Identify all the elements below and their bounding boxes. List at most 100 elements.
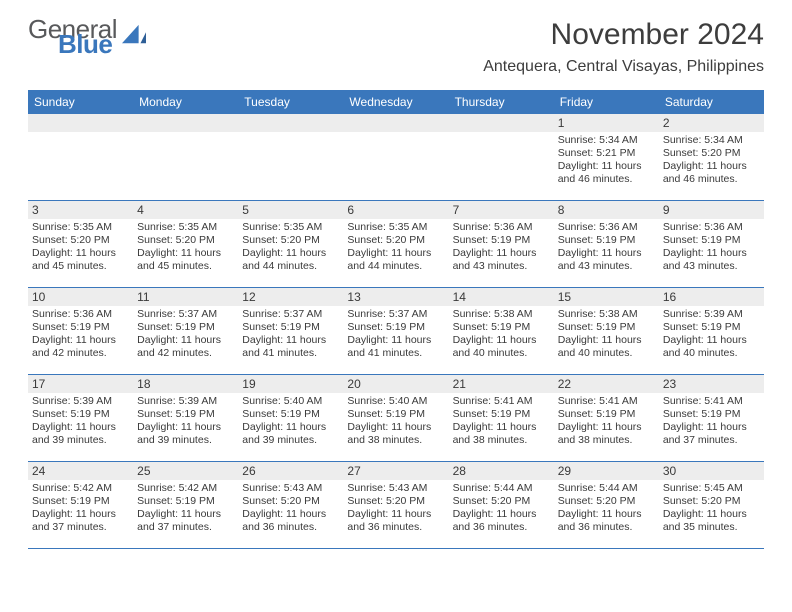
daylight-line-1: Daylight: 11 hours [347,421,444,434]
daylight-line-1: Daylight: 11 hours [32,334,129,347]
date-number: 17 [28,375,133,393]
date-number [28,114,133,132]
calendar-cell: 28Sunrise: 5:44 AMSunset: 5:20 PMDayligh… [449,462,554,548]
date-number: 7 [449,201,554,219]
sunrise-line: Sunrise: 5:35 AM [347,221,444,234]
daylight-line-2: and 36 minutes. [558,521,655,534]
weeks-container: 1Sunrise: 5:34 AMSunset: 5:21 PMDaylight… [28,114,764,549]
calendar-cell: 7Sunrise: 5:36 AMSunset: 5:19 PMDaylight… [449,201,554,287]
date-number: 9 [659,201,764,219]
date-number: 26 [238,462,343,480]
day-details: Sunrise: 5:35 AMSunset: 5:20 PMDaylight:… [343,219,448,278]
day-details: Sunrise: 5:36 AMSunset: 5:19 PMDaylight:… [449,219,554,278]
calendar-week: 24Sunrise: 5:42 AMSunset: 5:19 PMDayligh… [28,462,764,549]
daylight-line-1: Daylight: 11 hours [242,421,339,434]
calendar-cell: 1Sunrise: 5:34 AMSunset: 5:21 PMDaylight… [554,114,659,200]
day-details: Sunrise: 5:36 AMSunset: 5:19 PMDaylight:… [659,219,764,278]
sunrise-line: Sunrise: 5:36 AM [453,221,550,234]
calendar-cell: 26Sunrise: 5:43 AMSunset: 5:20 PMDayligh… [238,462,343,548]
calendar-cell: 21Sunrise: 5:41 AMSunset: 5:19 PMDayligh… [449,375,554,461]
daylight-line-1: Daylight: 11 hours [663,247,760,260]
calendar-cell-blank [28,114,133,200]
day-of-week-header: Saturday [659,90,764,114]
calendar-cell-blank [238,114,343,200]
daylight-line-1: Daylight: 11 hours [663,508,760,521]
brand-word-blue: Blue [58,33,117,56]
date-number: 30 [659,462,764,480]
calendar-week: 3Sunrise: 5:35 AMSunset: 5:20 PMDaylight… [28,201,764,288]
calendar-cell: 6Sunrise: 5:35 AMSunset: 5:20 PMDaylight… [343,201,448,287]
daylight-line-2: and 36 minutes. [453,521,550,534]
sunset-line: Sunset: 5:19 PM [347,321,444,334]
calendar-cell: 2Sunrise: 5:34 AMSunset: 5:20 PMDaylight… [659,114,764,200]
calendar-cell: 23Sunrise: 5:41 AMSunset: 5:19 PMDayligh… [659,375,764,461]
sunrise-line: Sunrise: 5:35 AM [137,221,234,234]
daylight-line-2: and 43 minutes. [453,260,550,273]
daylight-line-2: and 40 minutes. [558,347,655,360]
day-details: Sunrise: 5:40 AMSunset: 5:19 PMDaylight:… [238,393,343,452]
date-number [133,114,238,132]
date-number: 19 [238,375,343,393]
calendar-cell: 19Sunrise: 5:40 AMSunset: 5:19 PMDayligh… [238,375,343,461]
page-header: General Blue November 2024 Antequera, Ce… [28,18,764,76]
title-block: November 2024 Antequera, Central Visayas… [483,18,764,76]
day-details: Sunrise: 5:35 AMSunset: 5:20 PMDaylight:… [28,219,133,278]
daylight-line-1: Daylight: 11 hours [137,508,234,521]
date-number: 2 [659,114,764,132]
daylight-line-2: and 45 minutes. [137,260,234,273]
day-details: Sunrise: 5:37 AMSunset: 5:19 PMDaylight:… [238,306,343,365]
daylight-line-2: and 39 minutes. [242,434,339,447]
sunrise-line: Sunrise: 5:41 AM [558,395,655,408]
sunset-line: Sunset: 5:20 PM [347,495,444,508]
daylight-line-2: and 35 minutes. [663,521,760,534]
sunset-line: Sunset: 5:20 PM [663,495,760,508]
date-number: 21 [449,375,554,393]
day-details: Sunrise: 5:34 AMSunset: 5:21 PMDaylight:… [554,132,659,191]
calendar-cell: 16Sunrise: 5:39 AMSunset: 5:19 PMDayligh… [659,288,764,374]
sunset-line: Sunset: 5:19 PM [663,321,760,334]
calendar-cell: 27Sunrise: 5:43 AMSunset: 5:20 PMDayligh… [343,462,448,548]
daylight-line-1: Daylight: 11 hours [347,508,444,521]
daylight-line-1: Daylight: 11 hours [663,421,760,434]
sunset-line: Sunset: 5:19 PM [137,321,234,334]
daylight-line-2: and 37 minutes. [663,434,760,447]
day-of-week-header: Tuesday [238,90,343,114]
sunrise-line: Sunrise: 5:39 AM [32,395,129,408]
sunrise-line: Sunrise: 5:38 AM [453,308,550,321]
daylight-line-2: and 38 minutes. [558,434,655,447]
date-number: 23 [659,375,764,393]
daylight-line-2: and 40 minutes. [453,347,550,360]
daylight-line-2: and 37 minutes. [32,521,129,534]
daylight-line-1: Daylight: 11 hours [32,247,129,260]
date-number: 5 [238,201,343,219]
sunset-line: Sunset: 5:19 PM [347,408,444,421]
daylight-line-1: Daylight: 11 hours [242,247,339,260]
day-details: Sunrise: 5:40 AMSunset: 5:19 PMDaylight:… [343,393,448,452]
date-number: 16 [659,288,764,306]
day-details: Sunrise: 5:41 AMSunset: 5:19 PMDaylight:… [659,393,764,452]
date-number: 28 [449,462,554,480]
daylight-line-1: Daylight: 11 hours [137,421,234,434]
day-details: Sunrise: 5:44 AMSunset: 5:20 PMDaylight:… [449,480,554,539]
sunrise-line: Sunrise: 5:38 AM [558,308,655,321]
daylight-line-1: Daylight: 11 hours [558,508,655,521]
day-of-week-header: Monday [133,90,238,114]
date-number [238,114,343,132]
sunrise-line: Sunrise: 5:44 AM [558,482,655,495]
sunrise-line: Sunrise: 5:36 AM [32,308,129,321]
sunrise-line: Sunrise: 5:43 AM [242,482,339,495]
sunset-line: Sunset: 5:20 PM [137,234,234,247]
day-details: Sunrise: 5:39 AMSunset: 5:19 PMDaylight:… [659,306,764,365]
daylight-line-1: Daylight: 11 hours [242,334,339,347]
day-details: Sunrise: 5:36 AMSunset: 5:19 PMDaylight:… [28,306,133,365]
sunset-line: Sunset: 5:19 PM [32,321,129,334]
daylight-line-2: and 46 minutes. [558,173,655,186]
calendar-cell: 5Sunrise: 5:35 AMSunset: 5:20 PMDaylight… [238,201,343,287]
sunset-line: Sunset: 5:19 PM [558,408,655,421]
daylight-line-1: Daylight: 11 hours [558,334,655,347]
sunset-line: Sunset: 5:19 PM [137,495,234,508]
sunrise-line: Sunrise: 5:37 AM [137,308,234,321]
calendar-week: 10Sunrise: 5:36 AMSunset: 5:19 PMDayligh… [28,288,764,375]
daylight-line-2: and 44 minutes. [347,260,444,273]
day-details: Sunrise: 5:41 AMSunset: 5:19 PMDaylight:… [554,393,659,452]
